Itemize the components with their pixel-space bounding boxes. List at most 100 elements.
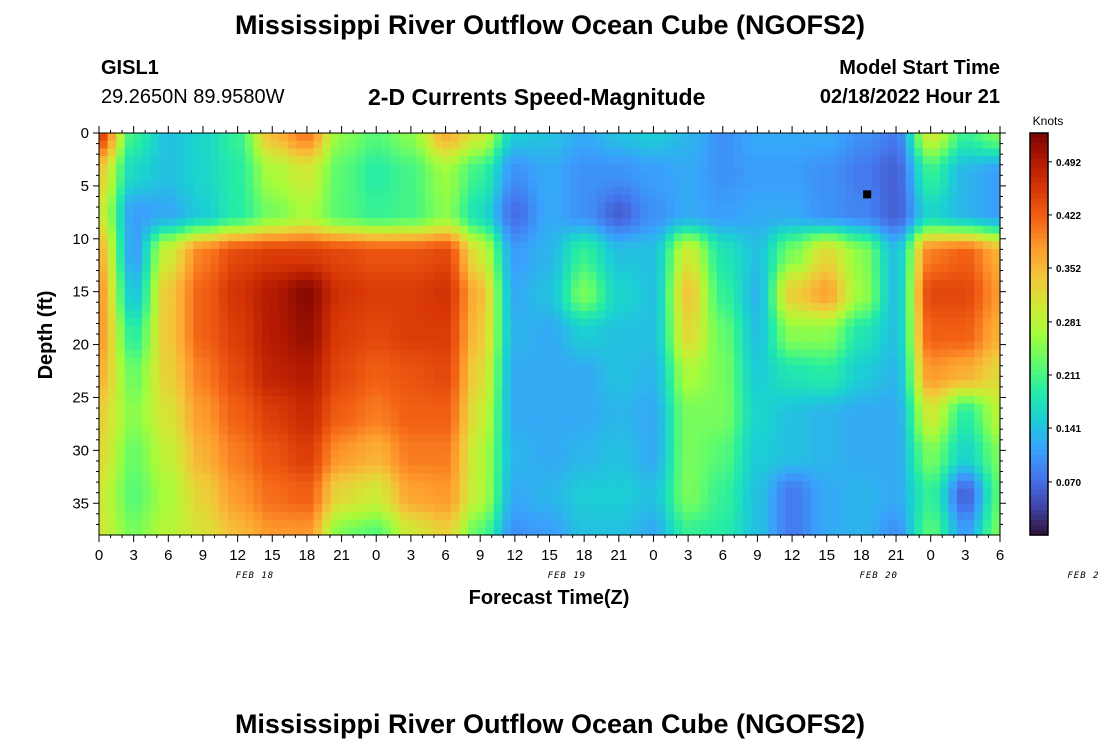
chart-title: Mississippi River Outflow Ocean Cube (NG… xyxy=(234,10,866,40)
heatmap-cell xyxy=(639,357,649,366)
heatmap-cell xyxy=(742,194,752,204)
heatmap-cell xyxy=(648,395,658,405)
heatmap-cell xyxy=(253,225,263,235)
heatmap-cell xyxy=(639,148,649,157)
heatmap-cell xyxy=(528,357,538,366)
heatmap-cell xyxy=(270,341,280,351)
heatmap-cell xyxy=(905,419,915,428)
heatmap-cell xyxy=(759,480,769,490)
heatmap-cell xyxy=(133,279,143,289)
heatmap-cell xyxy=(330,357,340,366)
heatmap-cell xyxy=(596,179,606,188)
heatmap-cell xyxy=(116,179,126,188)
heatmap-cell xyxy=(699,395,709,405)
heatmap-cell xyxy=(373,225,383,235)
heatmap-cell xyxy=(467,225,478,235)
heatmap-cell xyxy=(279,496,289,505)
heatmap-cell xyxy=(210,473,220,482)
heatmap-cell xyxy=(656,442,666,451)
heatmap-cell xyxy=(871,419,881,428)
heatmap-cell xyxy=(373,279,383,289)
heatmap-cell xyxy=(227,357,237,366)
heatmap-cell xyxy=(442,295,452,304)
heatmap-cell xyxy=(322,264,332,273)
heatmap-cell xyxy=(373,194,383,204)
heatmap-cell xyxy=(605,372,615,381)
heatmap-cell xyxy=(905,318,915,327)
heatmap-cell xyxy=(133,426,143,436)
heatmap-cell xyxy=(528,179,538,188)
heatmap-cell xyxy=(682,434,692,443)
heatmap-cell xyxy=(725,194,735,204)
heatmap-cell xyxy=(794,449,804,459)
heatmap-cell xyxy=(467,202,478,211)
heatmap-cell xyxy=(828,264,838,273)
heatmap-cell xyxy=(425,380,435,389)
heatmap-cell xyxy=(922,233,932,242)
heatmap-cell xyxy=(879,434,890,443)
heatmap-cell xyxy=(613,411,624,420)
heatmap-cell xyxy=(699,357,709,366)
heatmap-cell xyxy=(691,465,701,474)
heatmap-cell xyxy=(836,372,847,381)
heatmap-cell xyxy=(176,349,186,358)
heatmap-cell xyxy=(493,310,503,320)
heatmap-cell xyxy=(759,248,769,258)
heatmap-cell xyxy=(107,364,117,374)
heatmap-cell xyxy=(802,403,812,412)
heatmap-cell xyxy=(965,380,975,389)
heatmap-cell xyxy=(948,465,958,474)
heatmap-cell xyxy=(244,272,255,281)
heatmap-cell xyxy=(716,187,727,196)
heatmap-cell xyxy=(184,442,194,451)
heatmap-cell xyxy=(596,403,606,412)
heatmap-cell xyxy=(184,341,194,351)
heatmap-cell xyxy=(313,318,323,327)
heatmap-cell xyxy=(605,187,615,196)
heatmap-cell xyxy=(262,241,272,250)
heatmap-cell xyxy=(759,395,769,405)
heatmap-cell xyxy=(322,233,332,242)
heatmap-cell xyxy=(725,442,735,451)
heatmap-cell xyxy=(296,434,306,443)
heatmap-cell xyxy=(725,426,735,436)
heatmap-cell xyxy=(407,202,418,211)
heatmap-cell xyxy=(673,419,684,428)
heatmap-cell xyxy=(725,411,735,420)
heatmap-cell xyxy=(836,334,847,343)
heatmap-cell xyxy=(236,388,246,397)
heatmap-cell xyxy=(905,133,915,142)
heatmap-cell xyxy=(776,388,787,397)
heatmap-cell xyxy=(716,334,727,343)
heatmap-cell xyxy=(819,233,829,242)
heatmap-cell xyxy=(579,163,589,173)
heatmap-cell xyxy=(570,210,581,219)
heatmap-cell xyxy=(150,480,160,490)
heatmap-cell xyxy=(116,248,126,258)
heatmap-cell xyxy=(442,279,452,289)
heatmap-cell xyxy=(802,156,812,165)
heatmap-cell xyxy=(545,287,555,296)
heatmap-cell xyxy=(287,480,297,490)
heatmap-cell xyxy=(862,241,872,250)
heatmap-cell xyxy=(365,272,375,281)
heatmap-cell xyxy=(776,241,787,250)
heatmap-cell xyxy=(322,140,332,150)
heatmap-cell xyxy=(965,403,975,412)
heatmap-cell xyxy=(639,473,649,482)
heatmap-cell xyxy=(99,310,109,320)
heatmap-cell xyxy=(682,403,692,412)
heatmap-cell xyxy=(699,310,709,320)
heatmap-cell xyxy=(347,133,358,142)
heatmap-cell xyxy=(828,318,838,327)
heatmap-cell xyxy=(528,419,538,428)
heatmap-cell xyxy=(965,287,975,296)
heatmap-cell xyxy=(433,473,443,482)
heatmap-cell xyxy=(124,264,134,273)
heatmap-cell xyxy=(536,225,546,235)
heatmap-cell xyxy=(811,349,821,358)
heatmap-cell xyxy=(665,334,675,343)
heatmap-cell xyxy=(708,225,718,235)
heatmap-cell xyxy=(785,179,795,188)
heatmap-cell xyxy=(373,210,383,219)
